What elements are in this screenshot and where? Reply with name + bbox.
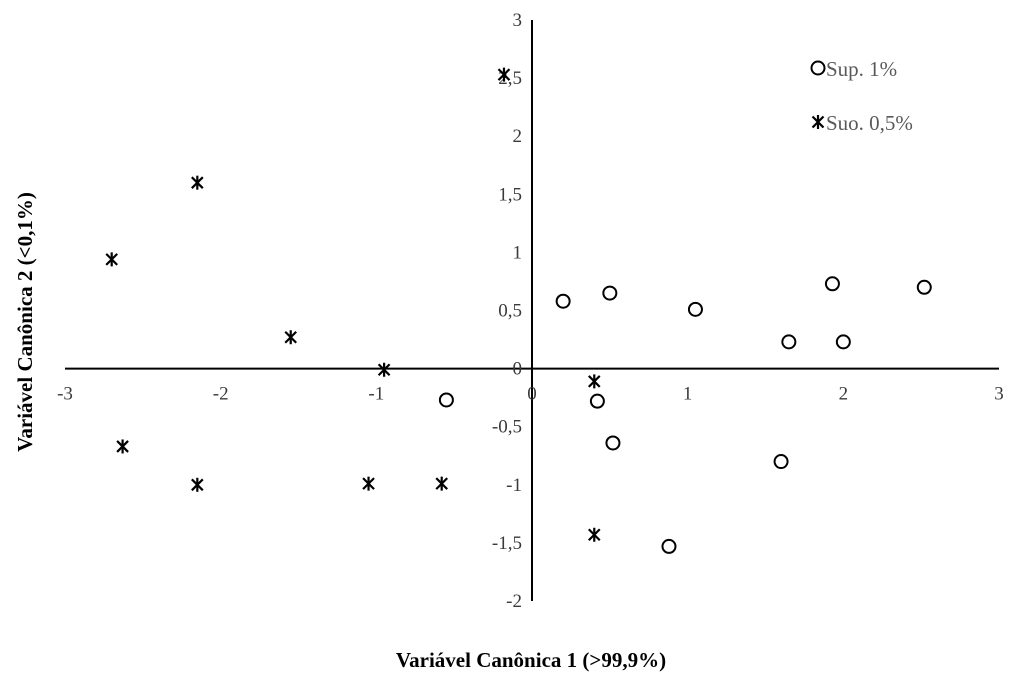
suo-point xyxy=(191,477,204,492)
sup-point xyxy=(824,276,840,292)
x-axis-title: Variável Canônica 1 (>99,9%) xyxy=(396,648,666,672)
y-tick-label: 3 xyxy=(513,10,523,31)
suo-point xyxy=(435,476,448,491)
x-tick-label: -2 xyxy=(213,384,229,405)
y-tick-label: 0 xyxy=(513,359,523,380)
x-tick-label: 1 xyxy=(683,384,693,405)
x-tick-label: -1 xyxy=(368,384,384,405)
sup-point xyxy=(781,334,797,350)
legend-circle-marker xyxy=(810,60,826,76)
sup-point xyxy=(916,279,932,295)
y-tick-label: 2 xyxy=(513,126,523,147)
sup-point xyxy=(555,293,571,309)
sup-point xyxy=(589,393,605,409)
legend: Sup. 1% Suo. 0,5% xyxy=(810,57,913,135)
legend-marker-sup xyxy=(810,60,826,76)
y-tick-label: -1,5 xyxy=(492,533,522,554)
legend-label-suo: Suo. 0,5% xyxy=(826,111,913,135)
suo-point xyxy=(362,476,375,491)
x-tick-label: 2 xyxy=(839,384,849,405)
sup-point xyxy=(661,538,677,554)
y-axis-title: Variável Canônica 2 (<0,1%) xyxy=(13,192,37,452)
suo-point xyxy=(105,252,118,267)
sup-point xyxy=(687,301,703,317)
y-tick-labels: 32,521,510,50-0,5-1-1,5-2 xyxy=(492,10,522,612)
x-tick-label: 0 xyxy=(527,384,537,405)
x-tick-label: -3 xyxy=(57,384,73,405)
y-tick-label: 0,5 xyxy=(498,301,522,322)
suo-point xyxy=(116,439,129,454)
suo-point xyxy=(284,330,297,345)
legend-label-sup: Sup. 1% xyxy=(826,57,897,81)
suo-point xyxy=(497,67,511,82)
legend-asterisk-marker xyxy=(811,115,825,129)
sup-point xyxy=(438,392,454,408)
axes xyxy=(65,20,999,601)
sup-point xyxy=(835,334,851,350)
y-tick-label: -1 xyxy=(506,475,522,496)
y-tick-label: 1 xyxy=(513,242,523,263)
y-tick-label: -0,5 xyxy=(492,417,522,438)
x-tick-label: 3 xyxy=(994,384,1004,405)
sup-point xyxy=(602,285,618,301)
sup-point xyxy=(773,454,789,470)
x-tick-labels: -3 -2 -1 0 1 2 3 xyxy=(57,384,1004,405)
suo-point xyxy=(587,527,601,542)
suo-point xyxy=(191,175,204,190)
y-tick-label: 1,5 xyxy=(498,184,522,205)
sup-point xyxy=(605,435,621,451)
data-points xyxy=(105,67,932,554)
legend-marker-suo xyxy=(811,115,825,129)
y-tick-label: -2 xyxy=(506,591,522,612)
suo-point xyxy=(377,362,391,377)
suo-point xyxy=(587,374,601,389)
